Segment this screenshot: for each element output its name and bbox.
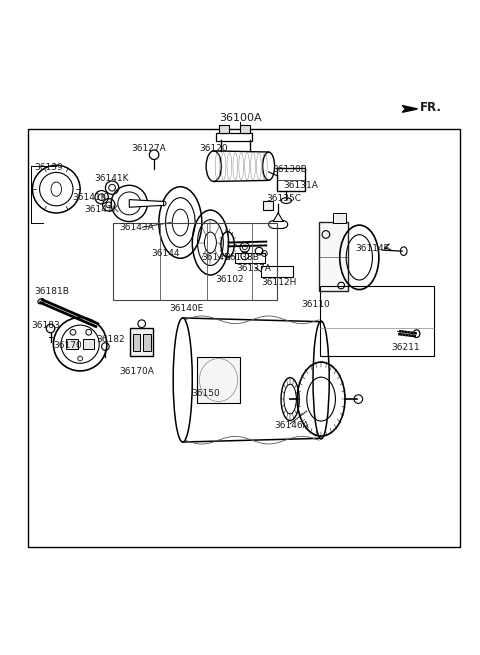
Bar <box>235 253 265 263</box>
Polygon shape <box>129 200 164 207</box>
Bar <box>320 286 434 356</box>
Bar <box>66 339 78 349</box>
Bar <box>218 125 229 133</box>
Bar <box>333 213 347 223</box>
Bar <box>83 339 95 349</box>
Text: 36135C: 36135C <box>266 194 301 203</box>
Text: 36120: 36120 <box>199 143 228 153</box>
Text: 36144: 36144 <box>152 249 180 258</box>
Bar <box>240 125 251 133</box>
Polygon shape <box>402 105 418 112</box>
Bar <box>113 223 277 300</box>
Text: 36140E: 36140E <box>169 304 204 313</box>
Bar <box>197 357 240 403</box>
Text: 36145: 36145 <box>201 253 229 262</box>
Text: 36141K: 36141K <box>72 193 107 202</box>
Text: 36139: 36139 <box>34 163 62 172</box>
Text: 36100A: 36100A <box>219 113 261 124</box>
Text: 36112H: 36112H <box>262 278 297 287</box>
Text: 36146A: 36146A <box>275 421 309 430</box>
Text: 36150: 36150 <box>192 389 220 398</box>
Bar <box>216 133 252 141</box>
Text: 36102: 36102 <box>215 275 244 284</box>
Text: 36110: 36110 <box>301 300 330 309</box>
Text: 36137A: 36137A <box>236 265 271 273</box>
Text: 36211: 36211 <box>392 343 420 352</box>
Bar <box>319 222 348 291</box>
Text: 36138B: 36138B <box>225 253 260 262</box>
Text: 36131A: 36131A <box>283 181 318 190</box>
Text: 36143A: 36143A <box>120 223 155 232</box>
Text: 36181B: 36181B <box>34 287 69 296</box>
Text: 36127A: 36127A <box>132 143 167 153</box>
Bar <box>263 200 274 210</box>
Text: 36170: 36170 <box>53 341 82 350</box>
Text: 36141K: 36141K <box>95 174 129 183</box>
Bar <box>132 334 140 351</box>
Text: 36141K: 36141K <box>84 204 119 214</box>
Text: FR.: FR. <box>420 102 442 115</box>
Bar <box>261 267 293 277</box>
Bar <box>143 334 151 351</box>
Text: 36114E: 36114E <box>356 244 390 253</box>
Text: 36170A: 36170A <box>120 367 155 376</box>
Bar <box>130 328 153 356</box>
Text: 36130B: 36130B <box>273 164 307 174</box>
Text: 36183: 36183 <box>31 320 60 329</box>
Bar <box>28 130 459 547</box>
Text: 36182: 36182 <box>96 335 124 344</box>
Bar <box>277 168 305 191</box>
